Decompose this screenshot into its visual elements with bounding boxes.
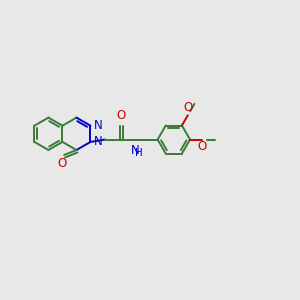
Text: N: N [94,135,103,148]
Text: O: O [197,140,207,153]
Text: O: O [57,158,66,170]
Text: N: N [131,144,140,157]
Text: O: O [184,101,193,114]
Text: N: N [94,118,103,132]
Text: O: O [116,109,125,122]
Text: H: H [136,148,143,158]
